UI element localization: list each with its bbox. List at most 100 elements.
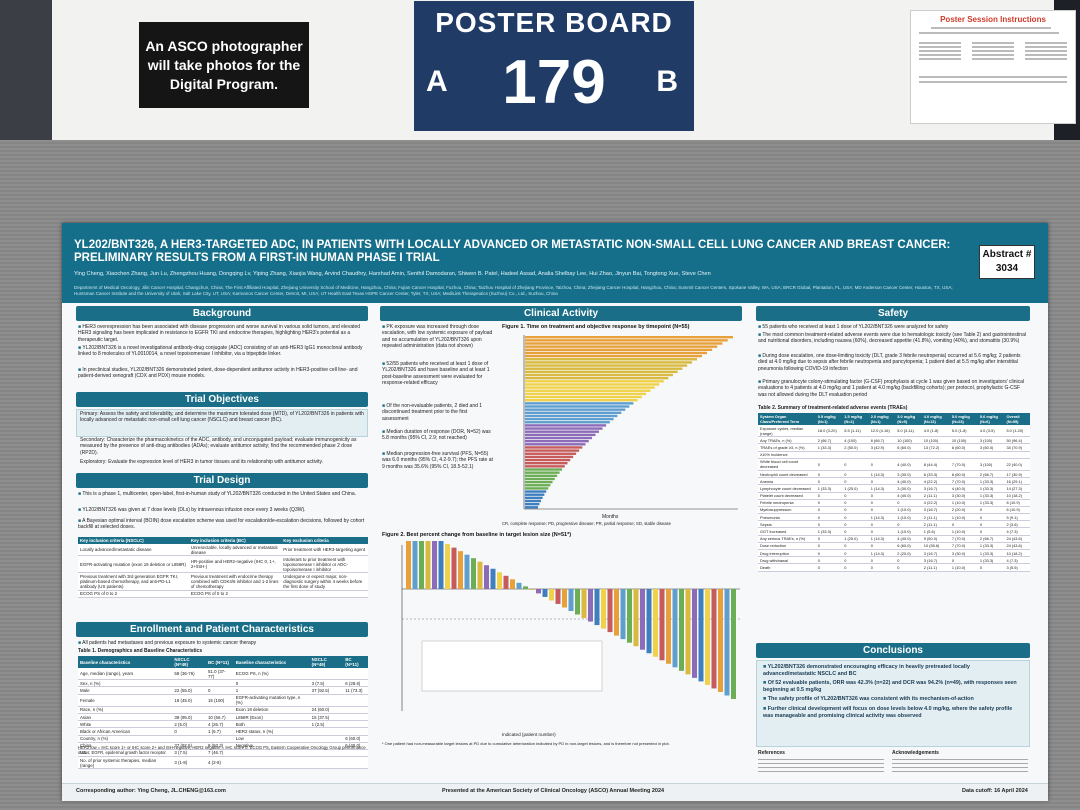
table2-cell: 6 (60.0)	[895, 542, 922, 551]
table2-cell: Drug interruption	[758, 549, 816, 558]
table2-row: Febrile neutropenia 0 0 0 0 4 (22.2) 1 (10.0) 1…	[758, 499, 1030, 507]
table2-cell: 2 (66.7)	[815, 436, 843, 445]
conclusion-item: Further clinical development will focus …	[763, 706, 1023, 719]
swimmer-bar	[525, 392, 647, 396]
table1-cell: China	[78, 742, 173, 750]
table2-cell: 2 (11.1)	[921, 513, 950, 522]
swimmer-bar	[525, 411, 622, 414]
table2-cell: 0	[842, 563, 869, 572]
waterfall-bar	[562, 589, 567, 608]
table2-cell: 5.0 (3-11)	[895, 425, 922, 438]
table1-cell: 0	[172, 727, 206, 736]
table2-cell: 14 (27.3)	[1004, 484, 1030, 493]
background-bullet: HER3 overexpression has been associated …	[78, 324, 368, 343]
table2-cell: 0	[815, 506, 843, 515]
table1-cell	[309, 742, 344, 750]
waterfall-bar	[666, 589, 671, 664]
table2-cell: Lymphocyte count decreased	[758, 484, 816, 493]
table2-cell: 1 (10.0)	[949, 513, 978, 522]
poster-board-sign: POSTER BOARD 179 A B	[414, 1, 694, 131]
table2-cell: 24 (43.6)	[1004, 542, 1030, 551]
table2-cell: 0	[868, 563, 896, 572]
table2-cell: 0	[842, 556, 869, 565]
table1-cell: 8 (53.3)	[205, 742, 234, 750]
table2-cell: 3 (42.9)	[868, 443, 896, 452]
table1-cell	[205, 735, 234, 743]
swimmer-bar	[525, 477, 555, 481]
waterfall-bar	[679, 589, 684, 671]
table2-cell: Any TRAEs, n (%)	[758, 436, 816, 445]
table2-row: Any serious TRAEs, n (%) 0 1 (25.0) 1 (14.3…	[758, 535, 1030, 543]
waterfall-bar	[419, 541, 424, 589]
swimmer-bar	[525, 376, 669, 380]
table1-cell: 15 (100)	[205, 694, 234, 707]
table2-cell: 50 (96.4)	[1004, 436, 1030, 445]
primary-objective: Primary: Assess the safety and tolerabil…	[80, 411, 364, 424]
table2-cell: 0	[868, 542, 896, 551]
table2-cell: 6 (60.0)	[895, 443, 922, 452]
table2-cell: 6 (10.9)	[1004, 499, 1030, 507]
table2-cell: 6 (60.0)	[949, 470, 978, 479]
table1-cell	[172, 706, 206, 714]
table1-cell	[172, 735, 206, 743]
table1-cell: 7 (46.7)	[205, 749, 234, 758]
table2-cell: 0	[842, 458, 869, 471]
waterfall-bar	[516, 582, 522, 589]
waterfall-bar	[698, 589, 704, 682]
criteria-cell: Previous treatment with endocrine therap…	[188, 572, 282, 591]
table1-cell: 3 (7.5)	[309, 679, 344, 688]
table2-cell: 0	[815, 549, 843, 558]
safety-bullet: 55 patients who received at least 1 dose…	[758, 324, 1030, 330]
poster-footer	[62, 783, 1048, 801]
table2-cell: 4.0 (1-8)	[921, 425, 950, 438]
swimmer-bar	[525, 386, 655, 389]
table2-row: Death 0 0 0 0 2 (11.1) 1 (10.0) 0 3 (5.5)	[758, 563, 1030, 572]
table2-cell: 2 (66.7)	[977, 470, 1005, 479]
table1-cell: Age, median (range), years	[78, 668, 173, 681]
waterfall-bar	[588, 589, 593, 622]
table2-cell: Platelet count decreased	[758, 492, 816, 500]
criteria-cell: EGFR-activating mutation (exon 19 deleti…	[78, 555, 189, 574]
table1-cell: 15 (37.5)	[309, 713, 344, 722]
waterfall-bar	[503, 575, 509, 589]
criteria-row: ECOG PS of 0 to 2 ECOG PS of 0 to 2	[78, 590, 368, 598]
table2-row: Pneumonia 0 0 1 (14.3) 1 (10.0) 2 (11.1) 1 (10…	[758, 513, 1030, 522]
clinical-bullet: 52/55 patients who received at least 1 d…	[382, 361, 494, 387]
table2-cell: 1 (14.3)	[868, 513, 896, 522]
table1-row: Asian 38 (95.0) 10 (66.7) L858R (Exon) 15 (3…	[78, 713, 368, 722]
waterfall-bar	[594, 589, 600, 626]
swimmer-bar	[525, 480, 553, 484]
table2-title: Table 2. Summary of treatment-related ad…	[758, 405, 908, 411]
swimmer-bar	[525, 446, 583, 449]
table2-cell: TRAEs of grade ≥3, n (%)	[758, 443, 816, 452]
swimmer-bar	[525, 484, 551, 487]
background-bullet: YL202/BNT326 is a novel investigational …	[78, 345, 368, 358]
table2-cell: 4 (22.2)	[921, 477, 950, 486]
swimmer-bar	[525, 468, 563, 471]
table1-cell: EGFR-activating mutation type, n (%)	[233, 694, 310, 707]
table1-cell: 3 (1-8)	[172, 756, 206, 770]
criteria-cell: Intolerant to prior treatment with topoi…	[281, 555, 368, 574]
criteria-cell: ECOG PS of 0 to 2	[188, 590, 282, 598]
table2-row: Dose reduction 0 0 0 6 (60.0) 10 (55.6) 7 (70.…	[758, 542, 1030, 551]
table2-cell: 2 (20.0)	[895, 549, 922, 558]
table1-footnote: HER2 low = IHC score 1+ or IHC score 2+ …	[78, 745, 366, 755]
table2-cell: 1 (33.3)	[815, 443, 843, 452]
conclusion-item: Of 52 evaluable patients, ORR was 42.3% …	[763, 680, 1023, 693]
table1-row: White 2 (5.0) 4 (26.7) Both 1 (2.5)	[78, 720, 368, 729]
clinical-bullet: Of the non-evaluable patients, 2 died an…	[382, 403, 494, 422]
table2-cell: 0	[977, 520, 1005, 529]
table1-cell: Country, n (%)	[78, 735, 173, 743]
table1-header: Baseline characteristics	[233, 656, 310, 668]
data-cutoff: Data cutoff: 16 April 2024	[962, 788, 1028, 794]
table2-cell: 0	[949, 556, 978, 565]
table1-row: Sex, n (%) 0 3 (7.5) 6 (28.6)	[78, 679, 368, 688]
poster-authors: Ying Cheng, Xiaochen Zhang, Jun Lu, Zhen…	[74, 271, 711, 277]
table2-cell: 6 (66.7)	[868, 436, 896, 445]
table1-cell: 37 (92.5)	[309, 686, 344, 695]
conclusion-item: YL202/BNT326 demonstrated encouraging ef…	[763, 664, 1023, 677]
safety-bullet: Primary granulocyte colony-stimulating f…	[758, 379, 1030, 398]
table2-cell: 2 (20.0)	[949, 506, 978, 515]
table2-cell: 5 (9.1)	[1004, 513, 1030, 522]
waterfall-bar	[705, 589, 710, 685]
